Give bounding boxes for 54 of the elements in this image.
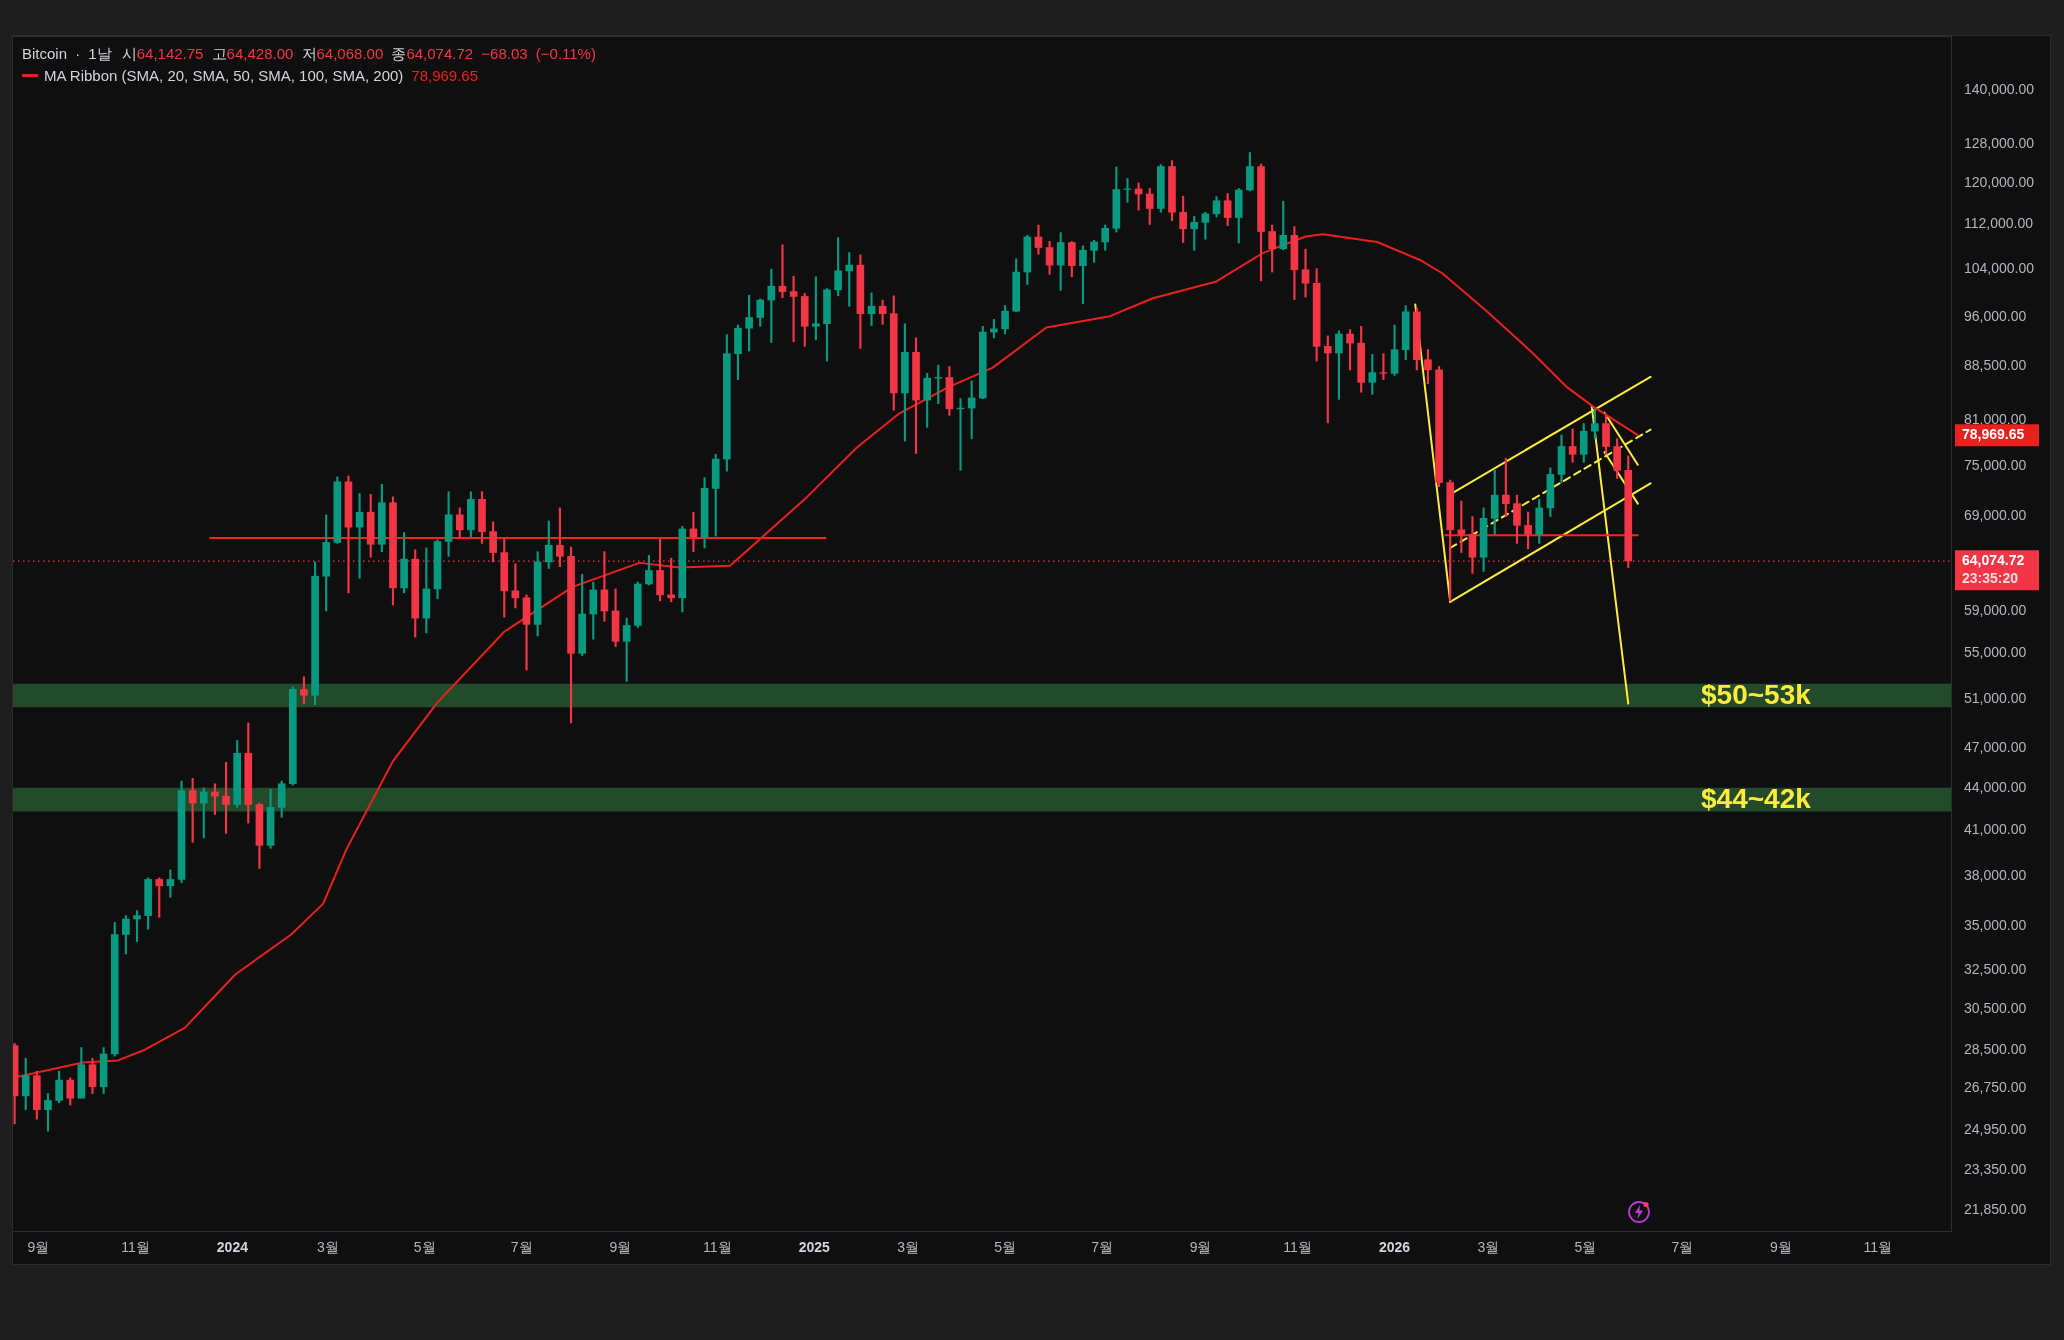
x-tick-label: 9월: [27, 1239, 50, 1256]
x-tick-label: 2026: [1378, 1239, 1411, 1256]
x-tick-label: 11월: [703, 1239, 732, 1256]
text: 시64,142.75 고64,428.00 저64,068.00 종64,074.72 −68.03 (−0.11%): [121, 45, 596, 62]
y-tick-label: 140,000.00: [1964, 80, 2035, 97]
x-tick-label: 3월: [316, 1239, 339, 1256]
text: 78,969.65: [1962, 426, 2025, 443]
y-tick-label: 104,000.00: [1964, 260, 2035, 277]
x-tick-label: 5월: [413, 1239, 436, 1256]
y-tick-label: 69,000.00: [1964, 507, 2027, 524]
y-tick-label: 88,500.00: [1964, 357, 2027, 374]
y-tick-label: 32,500.00: [1964, 961, 2027, 978]
y-tick-label: 23,350.00: [1964, 1160, 2027, 1177]
y-tick-label: 55,000.00: [1964, 644, 2027, 661]
annotation: 78,969.65: [411, 66, 479, 86]
y-tick-label: 28,500.00: [1964, 1040, 2027, 1057]
text: Bitcoin · 1날: [22, 45, 112, 62]
y-tick-label: 96,000.00: [1964, 308, 2027, 325]
y-tick-label: 41,000.00: [1964, 821, 2027, 838]
y-tick-label: 38,000.00: [1964, 867, 2027, 884]
y-tick-label: 21,850.00: [1964, 1200, 2027, 1217]
x-tick-label: 9월: [1189, 1239, 1212, 1256]
y-tick-label: 128,000.00: [1964, 134, 2035, 151]
x-tick-label: 9월: [1769, 1239, 1792, 1256]
x-tick-label: 5월: [994, 1239, 1016, 1256]
x-tick-label: 9월: [609, 1239, 632, 1256]
y-tick-label: 35,000.00: [1964, 916, 2027, 933]
x-tick-label: 2025: [798, 1239, 831, 1256]
x-tick-label: 3월: [897, 1239, 919, 1256]
x-tick-label: 5월: [1574, 1239, 1597, 1256]
y-tick-label: 81,000.00: [1964, 410, 2027, 427]
x-tick-label: 7월: [510, 1239, 533, 1256]
y-tick-label: 47,000.00: [1964, 738, 2027, 755]
x-tick-label: 3월: [1477, 1239, 1500, 1256]
x-tick-label: 7월: [1671, 1239, 1694, 1256]
y-tick-label: 75,000.00: [1964, 457, 2027, 474]
y-tick-label: 59,000.00: [1964, 601, 2027, 618]
y-tick-label: 30,500.00: [1964, 999, 2027, 1016]
x-tick-label: 7월: [1091, 1239, 1113, 1256]
y-tick-label: 44,000.00: [1964, 778, 2027, 795]
y-tick-label: 24,950.00: [1964, 1120, 2027, 1137]
ref-line-label: 64,074.72: [1962, 552, 2025, 569]
band-label: $50~53k: [1701, 679, 1812, 711]
y-tick-label: 112,000.00: [1964, 215, 2034, 232]
band-label: $44~42k: [1701, 783, 1812, 815]
x-tick-label: 11월: [1283, 1239, 1312, 1256]
y-tick-label: 51,000.00: [1964, 689, 2027, 706]
x-tick-label: 11월: [1863, 1239, 1893, 1256]
legend-label: MA Ribbon (SMA, 20, SMA, 50, SMA, 100, SMA, 200): [44, 66, 404, 86]
y-tick-label: 26,750.00: [1964, 1078, 2027, 1095]
y-tick-label: 120,000.00: [1964, 173, 2035, 190]
x-tick-label: 11월: [121, 1239, 150, 1256]
x-tick-label: 2024: [216, 1239, 249, 1256]
text: 23:35:20: [1962, 570, 2019, 587]
